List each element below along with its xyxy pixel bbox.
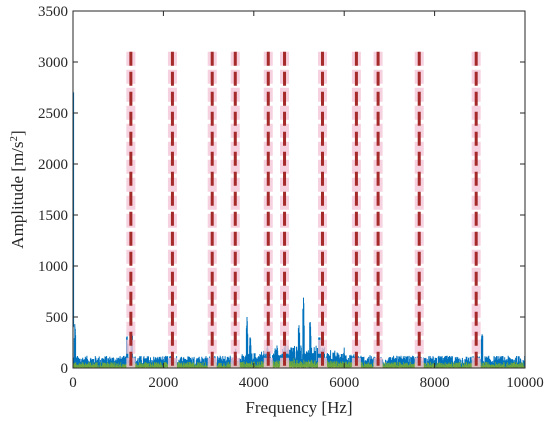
y-tick-label: 0 <box>61 361 69 377</box>
x-axis-label: Frequency [Hz] <box>245 398 352 417</box>
y-axis-label-main: Amplitude [m/s <box>8 141 27 248</box>
series-1-trace <box>72 55 526 368</box>
y-tick-label: 2500 <box>38 106 68 122</box>
x-tick-label: 4000 <box>239 375 269 391</box>
plot-area-frame <box>72 10 526 369</box>
marker-lines <box>126 51 481 368</box>
axis-ticks: 0 2000 4000 6000 8000 10000 0 500 1000 1500 2000 25… <box>38 4 544 391</box>
x-tick-label: 2000 <box>148 375 178 391</box>
x-tick-label: 8000 <box>420 375 450 391</box>
x-tick-label: 10000 <box>506 375 544 391</box>
y-tick-label: 3000 <box>38 55 68 71</box>
x-tick-label: 0 <box>69 375 77 391</box>
x-tick-label: 6000 <box>329 375 359 391</box>
y-tick-label: 1000 <box>38 259 68 275</box>
y-tick-label: 2000 <box>38 157 68 173</box>
y-axis-label: Amplitude [m/s2] <box>8 130 27 248</box>
y-tick-label: 3500 <box>38 4 68 20</box>
y-tick-label: 500 <box>46 310 69 326</box>
y-axis-label-superscript: 2 <box>8 136 20 142</box>
y-tick-label: 1500 <box>38 208 68 224</box>
series-layer <box>72 55 526 368</box>
y-axis-label-close: ] <box>8 130 27 136</box>
